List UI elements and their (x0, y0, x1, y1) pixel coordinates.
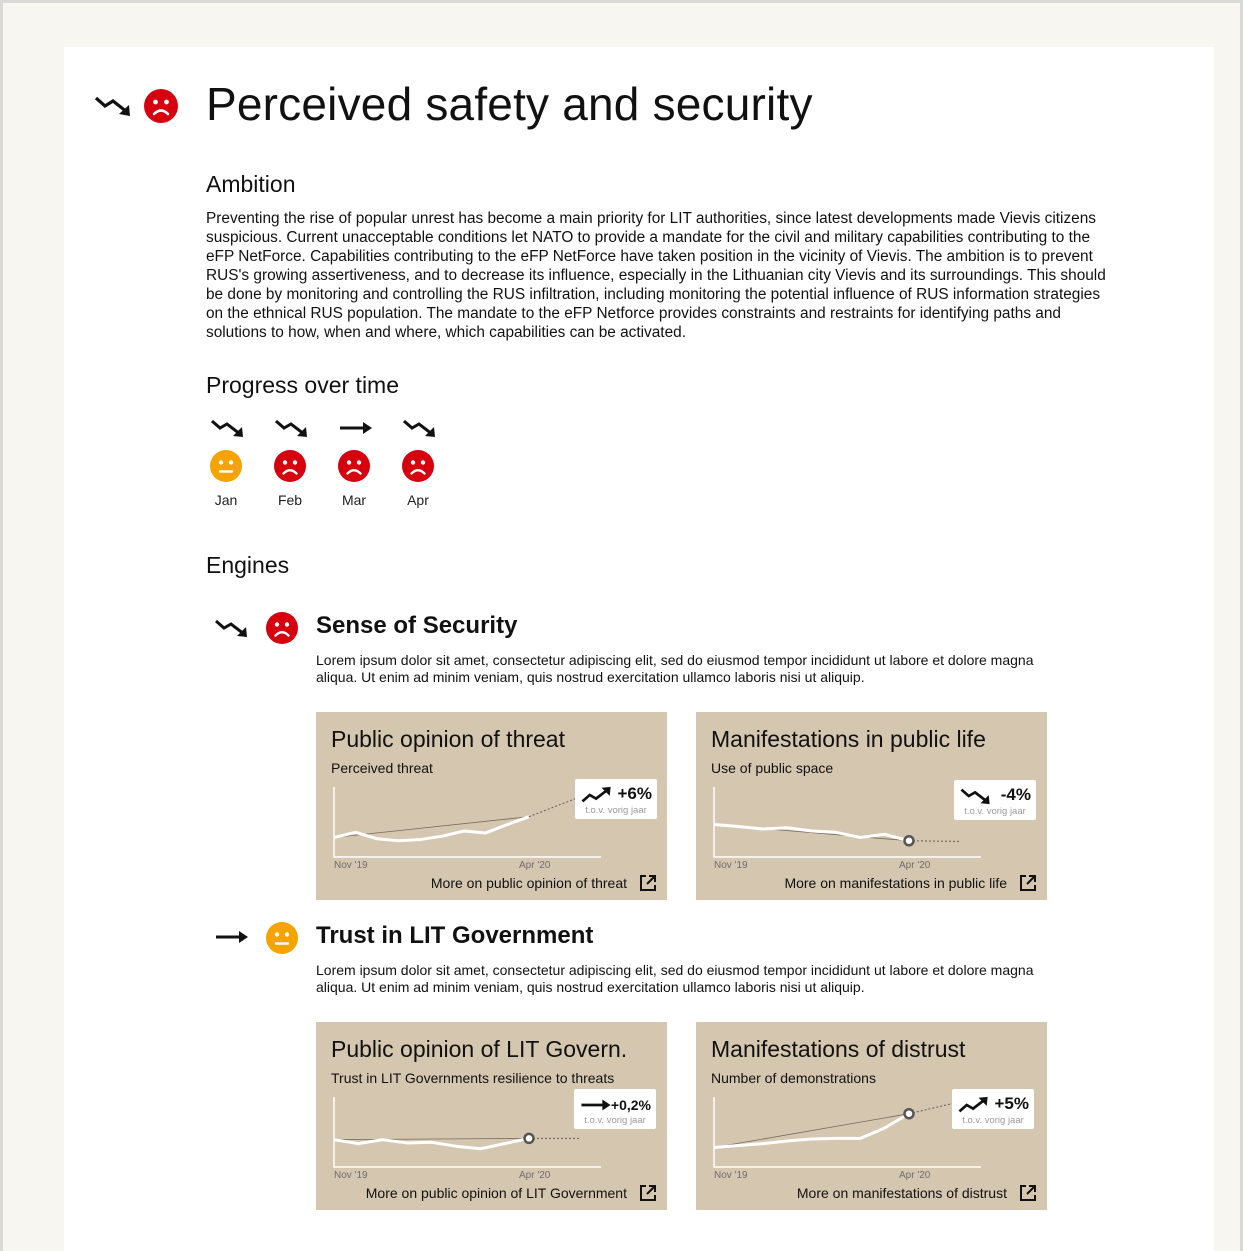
change-value: +5% (994, 1094, 1030, 1113)
more-link[interactable]: More on manifestations in public life (784, 874, 1037, 892)
change-value: +0,2% (610, 1097, 651, 1113)
trend-flat-icon (340, 422, 372, 434)
change-caption: t.o.v. vorig jaar (962, 1115, 1024, 1126)
external-link-icon[interactable] (1019, 1184, 1037, 1202)
external-link-icon[interactable] (1019, 874, 1037, 892)
more-link-label[interactable]: More on manifestations of distrust (796, 1185, 1007, 1201)
card-subtitle: Trust in LIT Governments resilience to t… (331, 1070, 615, 1086)
sad-face-icon (274, 450, 306, 482)
chart-tick-label: Apr '20 (899, 1170, 931, 1181)
card-subtitle: Perceived threat (331, 760, 433, 776)
indicator-card: Manifestations in public life Use of publ… (696, 712, 1047, 900)
change-badge: +6% t.o.v. vorig jaar (575, 779, 657, 819)
more-link-label[interactable]: More on public opinion of threat (430, 875, 627, 891)
ambition-heading: Ambition (206, 171, 296, 197)
chart-current-point (903, 1107, 915, 1120)
sad-face-icon (338, 450, 370, 482)
change-badge: -4% t.o.v. vorig jaar (954, 780, 1036, 820)
chart-series-line (333, 815, 530, 843)
engine-title-sense-of-security: Sense of Security (316, 612, 518, 639)
chart-tick-label: Apr '20 (519, 860, 551, 871)
chart-series-line (713, 823, 910, 843)
report-page: Perceived safety and security Ambition P… (64, 47, 1214, 1251)
indicator-card: Manifestations of distrust Number of demo… (696, 1022, 1047, 1210)
indicator-card: Public opinion of threat Perceived threat… (316, 712, 667, 900)
chart-trendline (333, 1138, 530, 1141)
card-title: Manifestations of distrust (711, 1036, 966, 1062)
external-link-icon[interactable] (639, 1184, 657, 1202)
chart-tick-label: Nov '19 (714, 1170, 748, 1181)
engines-heading: Engines (206, 552, 290, 578)
neutral-face-icon (210, 450, 242, 482)
trend-flat-icon (216, 931, 248, 943)
change-caption: t.o.v. vorig jaar (585, 805, 647, 816)
progress-month-label: Feb (277, 492, 303, 508)
card-title: Public opinion of threat (331, 726, 565, 752)
card-title: Manifestations in public life (711, 726, 986, 752)
chart-forecast-line (528, 796, 580, 818)
chart-current-point (903, 835, 915, 847)
progress-month-label: Mar (341, 492, 367, 508)
indicator-card: Public opinion of LIT Govern. Trust in LI… (316, 1022, 667, 1210)
chart-axis (713, 787, 981, 858)
change-value: -4% (1000, 785, 1031, 804)
chart-tick-label: Nov '19 (334, 1170, 368, 1181)
progress-month-label: Jan (214, 492, 238, 508)
more-link-label[interactable]: More on manifestations in public life (784, 875, 1007, 891)
chart-axis (713, 1097, 981, 1168)
chart-current-point (523, 1132, 535, 1145)
trend-down-icon (403, 419, 435, 437)
card-subtitle: Number of demonstrations (711, 1070, 876, 1086)
ambition-text: Preventing the rise of popular unrest ha… (206, 210, 1106, 341)
trend-down-icon (94, 96, 130, 116)
more-link-label[interactable]: More on public opinion of LIT Government (365, 1185, 627, 1201)
chart-tick-label: Apr '20 (899, 860, 931, 871)
trend-down-icon (215, 619, 247, 637)
trend-down-icon (275, 419, 307, 437)
sad-face-icon (144, 89, 178, 123)
chart-series-line (713, 1112, 910, 1149)
sad-face-icon (266, 612, 298, 644)
chart-axis (333, 1097, 601, 1168)
trend-flat-icon (581, 1099, 611, 1111)
sparkline-chart (713, 1097, 981, 1168)
change-badge: +5% t.o.v. vorig jaar (952, 1089, 1034, 1129)
chart-forecast-line (908, 840, 960, 842)
chart-tick-label: Nov '19 (714, 860, 748, 871)
progress-heading: Progress over time (206, 372, 400, 398)
page-title: Perceived safety and security (206, 78, 813, 130)
chart-forecast-line (908, 1101, 960, 1115)
sparkline-chart (713, 787, 981, 858)
change-caption: t.o.v. vorig jaar (964, 806, 1026, 817)
external-link-icon[interactable] (639, 874, 657, 892)
engine-description: Lorem ipsum dolor sit amet, consectetur … (316, 962, 1034, 995)
more-link[interactable]: More on public opinion of threat (431, 874, 657, 892)
more-link[interactable]: More on manifestations of distrust (797, 1184, 1037, 1202)
trend-up-icon (958, 1096, 988, 1113)
change-badge: +0,2% t.o.v. vorig jaar (574, 1089, 656, 1129)
chart-tick-label: Apr '20 (519, 1170, 551, 1181)
chart-tick-label: Nov '19 (334, 860, 368, 871)
engine-title-trust-in-lit-government: Trust in LIT Government (316, 922, 594, 949)
progress-month-label: Apr (407, 492, 429, 508)
neutral-face-icon (266, 922, 298, 954)
chart-axis (333, 787, 601, 858)
sparkline-chart (333, 1097, 601, 1168)
change-value: +6% (617, 784, 653, 803)
more-link[interactable]: More on public opinion of LIT Government (366, 1184, 657, 1202)
trend-down-icon (960, 788, 990, 805)
engine-description: Lorem ipsum dolor sit amet, consectetur … (316, 652, 1034, 685)
chart-trendline (713, 1113, 910, 1148)
chart-series-line (333, 1136, 530, 1151)
change-caption: t.o.v. vorig jaar (584, 1115, 646, 1126)
card-subtitle: Use of public space (711, 760, 834, 776)
card-title: Public opinion of LIT Govern. (331, 1036, 628, 1062)
trend-up-icon (581, 786, 611, 803)
sparkline-chart (333, 787, 601, 858)
trend-down-icon (211, 419, 243, 437)
sad-face-icon (402, 450, 434, 482)
